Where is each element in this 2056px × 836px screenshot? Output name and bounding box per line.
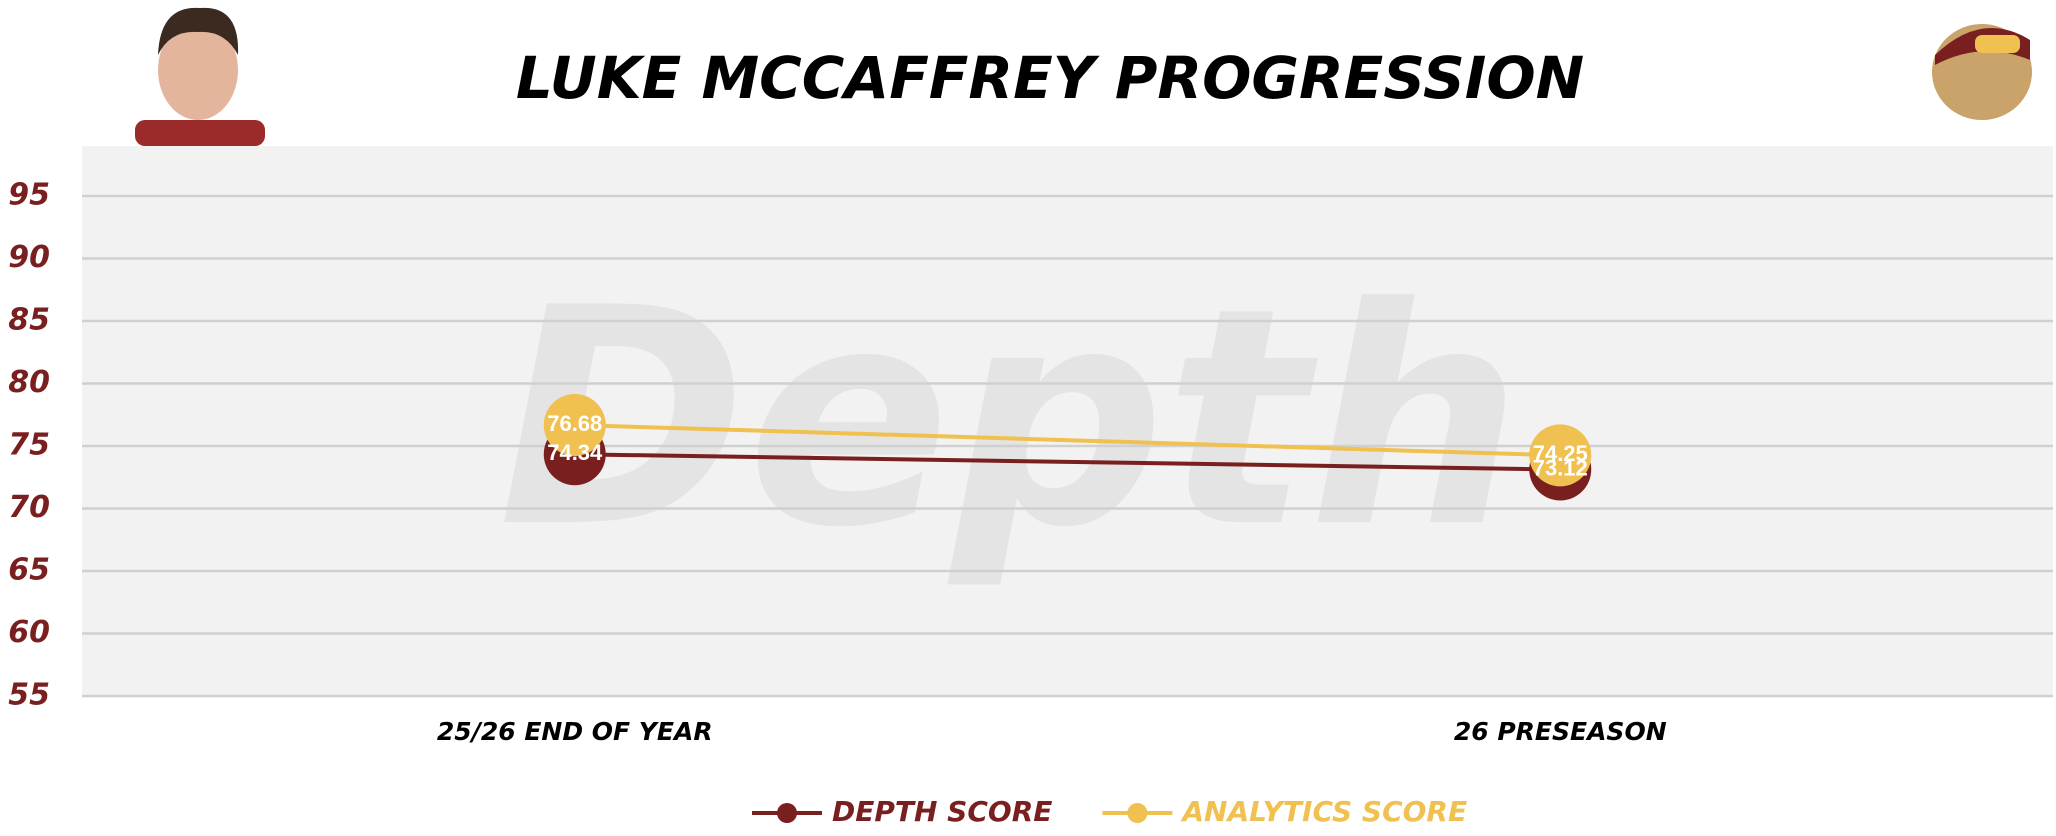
y-tick-label: 55 [8, 678, 50, 713]
chart-title: LUKE MCCAFFREY PROGRESSION [516, 44, 1584, 112]
legend-label: DEPTH SCORE [832, 795, 1052, 828]
value-label: 74.25 [1533, 441, 1588, 466]
y-tick-label: 65 [8, 553, 50, 588]
data-point [1529, 424, 1592, 487]
legend-marker [1127, 803, 1148, 823]
value-label: 73.12 [1533, 455, 1588, 480]
y-tick-label: 95 [8, 178, 50, 213]
y-tick-label: 75 [8, 428, 50, 463]
player-photo [135, 7, 265, 146]
y-tick-label: 70 [8, 490, 50, 525]
x-tick-label: 26 PRESEASON [1454, 717, 1667, 746]
data-point [543, 394, 606, 456]
watermark: Depth [498, 244, 1522, 593]
plot-area [82, 146, 2053, 696]
value-label: 74.34 [547, 440, 603, 465]
y-tick-label: 60 [8, 615, 50, 650]
y-tick-label: 90 [8, 240, 50, 275]
legend-label: ANALYTICS SCORE [1180, 795, 1467, 828]
legend-marker [777, 803, 797, 823]
value-label: 76.68 [547, 411, 602, 436]
series-line [574, 452, 1561, 472]
team-logo [1932, 24, 2032, 120]
series-line [574, 423, 1561, 458]
x-tick-label: 25/26 END OF YEAR [437, 717, 713, 746]
y-tick-label: 80 [8, 365, 50, 400]
y-tick-label: 85 [8, 303, 50, 338]
